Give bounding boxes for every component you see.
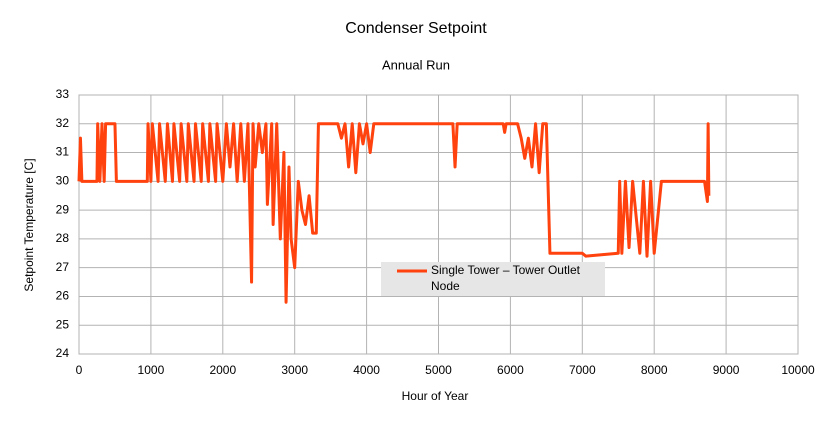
y-axis-label: Setpoint Temperature [C] bbox=[22, 158, 36, 291]
x-tick-label: 0 bbox=[76, 363, 83, 377]
x-tick-label: 7000 bbox=[569, 363, 596, 377]
y-tick-label: 24 bbox=[56, 346, 70, 360]
y-tick-label: 25 bbox=[56, 317, 70, 331]
y-tick-label: 32 bbox=[56, 116, 70, 130]
y-tick-label: 33 bbox=[56, 87, 70, 101]
legend-label: Single Tower – Tower Outlet Node bbox=[431, 263, 581, 293]
x-tick-label: 6000 bbox=[497, 363, 524, 377]
chart-subtitle: Annual Run bbox=[382, 57, 450, 72]
y-tick-label: 27 bbox=[56, 260, 70, 274]
legend-box bbox=[381, 262, 605, 296]
x-tick-label: 1000 bbox=[138, 363, 165, 377]
x-axis-label: Hour of Year bbox=[402, 389, 469, 403]
x-tick-label: 8000 bbox=[641, 363, 668, 377]
y-tick-label: 29 bbox=[56, 202, 70, 216]
legend: Single Tower – Tower Outlet Node bbox=[381, 262, 605, 296]
x-tick-label: 3000 bbox=[281, 363, 308, 377]
y-tick-label: 30 bbox=[56, 174, 70, 188]
x-tick-label: 4000 bbox=[353, 363, 380, 377]
x-tick-label: 2000 bbox=[209, 363, 236, 377]
chart-title: Condenser Setpoint bbox=[345, 20, 487, 37]
y-tick-label: 28 bbox=[56, 231, 70, 245]
x-tick-label: 9000 bbox=[713, 363, 740, 377]
y-tick-label: 31 bbox=[56, 145, 70, 159]
y-tick-label: 26 bbox=[56, 289, 70, 303]
data-line bbox=[77, 122, 711, 304]
plot-frame bbox=[78, 94, 799, 355]
x-tick-label: 5000 bbox=[425, 363, 452, 377]
x-tick-label: 10000 bbox=[781, 363, 815, 377]
